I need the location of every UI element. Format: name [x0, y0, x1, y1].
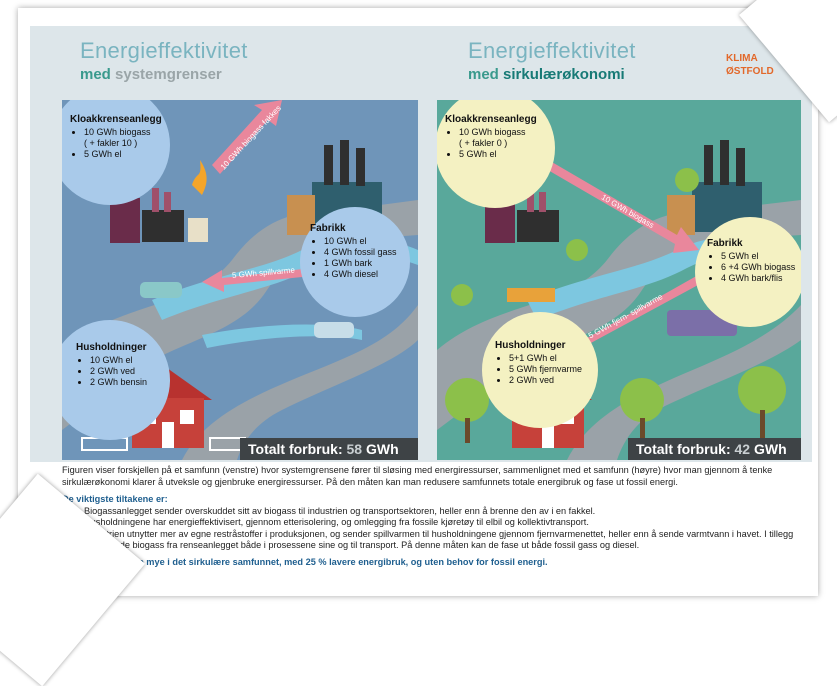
bubble-title: Fabrikk	[310, 223, 346, 234]
bubble-text: Husholdninger 5+1 GWh el5 GWh fjernvarme2…	[495, 340, 582, 386]
list-item: 4 GWh fossil gass	[324, 247, 397, 258]
bubble-text: Fabrikk 5 GWh el6 +4 GWh biogass4 GWh bar…	[707, 238, 795, 284]
subtitle-part: systemgrenser	[115, 66, 222, 83]
total-value: 42	[734, 441, 751, 457]
bubble-title: Kloakkrenseanlegg	[70, 114, 162, 125]
list-item: 10 GWh el	[324, 236, 397, 247]
total-unit: GWh	[365, 441, 399, 457]
bubble	[437, 100, 555, 208]
list-item: 1 GWh bark	[324, 258, 397, 269]
description: Figuren viser forskjellen på et samfunn …	[62, 465, 810, 568]
left-panel: Kloakkrenseanlegg 10 GWh biogass( + fakle…	[62, 100, 418, 460]
bubble-title: Fabrikk	[707, 238, 743, 249]
bubble	[695, 217, 801, 327]
bubble-title: Kloakkrenseanlegg	[445, 114, 537, 125]
list-item: Industrien utnytter mer av egne restråst…	[84, 529, 810, 552]
bubble	[482, 312, 598, 428]
right-illustration	[437, 100, 801, 460]
bubble-list: 10 GWh biogass( + fakler 10 )5 GWh el	[70, 127, 162, 160]
bubble	[62, 320, 170, 440]
bubble-list: 10 GWh el4 GWh fossil gass1 GWh bark4 GW…	[310, 236, 397, 280]
list-item: Husholdningene har energieffektivisert, …	[84, 517, 810, 529]
right-subtitle: med sirkulærøkonomi	[468, 66, 625, 83]
bubble	[300, 207, 410, 317]
arrow	[541, 158, 699, 253]
list-item: 4 GWh diesel	[324, 269, 397, 280]
total-unit: GWh	[753, 441, 787, 457]
bubble-list: 10 GWh biogass( + fakler 0 )5 GWh el	[445, 127, 537, 160]
left-title: Energieffektivitet	[80, 38, 248, 63]
treatment-plant	[110, 160, 208, 243]
list-item: ( + fakler 10 )	[84, 138, 138, 148]
road	[567, 305, 801, 460]
list-item: 4 GWh bark/flis	[721, 273, 795, 284]
bubble	[62, 100, 170, 205]
list-item: 5 GWh el	[721, 251, 795, 262]
bubble-text: Husholdninger 10 GWh el2 GWh ved2 GWh ben…	[76, 342, 147, 388]
bubble-list: 5 GWh el6 +4 GWh biogass4 GWh bark/flis	[707, 251, 795, 284]
subtitle-part: med	[468, 66, 499, 83]
list-item: Biogassanlegget sender overskuddet sitt …	[84, 506, 810, 518]
bubble-text: Fabrikk 10 GWh el4 GWh fossil gass1 GWh b…	[310, 223, 397, 280]
bubble-text: Kloakkrenseanlegg 10 GWh biogass( + fakle…	[70, 114, 162, 160]
subtitle-part: med	[80, 66, 111, 83]
road	[62, 200, 418, 430]
total-label: Totalt forbruk:	[248, 441, 343, 457]
total-value: 58	[346, 441, 363, 457]
list-item: ( + fakler 0 )	[459, 138, 508, 148]
subtitle-part: sirkulærøkonomi	[503, 66, 625, 83]
list-item: 2 GWh ved	[90, 366, 147, 377]
car	[140, 282, 182, 298]
bubble-title: Husholdninger	[76, 342, 147, 353]
right-panel: Kloakkrenseanlegg 10 GWh biogass( + fakle…	[437, 100, 801, 460]
measure-list: Biogassanlegget sender overskuddet sitt …	[62, 506, 810, 552]
total-label: Totalt forbruk:	[636, 441, 731, 457]
intro: Figuren viser forskjellen på et samfunn …	[62, 465, 773, 487]
river	[527, 236, 801, 320]
list-item: 5 GWh fjernvarme	[509, 364, 582, 375]
list-item: 6 +4 GWh biogass	[721, 262, 795, 273]
road	[182, 305, 418, 460]
list-item: 2 GWh bensin	[90, 377, 147, 388]
arrow	[202, 268, 312, 292]
right-title: Energieffektivitet	[468, 38, 636, 63]
trees	[445, 168, 786, 443]
logo-text: KLIMA	[726, 53, 758, 64]
arrow	[212, 100, 282, 174]
bubble-text: Kloakkrenseanlegg 10 GWh biogass( + fakle…	[445, 114, 537, 160]
bubble-title: Husholdninger	[495, 340, 566, 351]
left-subtitle: med systemgrenser	[80, 66, 222, 83]
logo-text: ØSTFOLD	[726, 66, 774, 77]
list-item: 5+1 GWh el	[509, 353, 582, 364]
page: { "left": { "title": "Energieffektivitet…	[0, 0, 837, 603]
conclusion: man gjort like mye i det sirkulære samfu…	[84, 556, 548, 567]
list-item: 2 GWh ved	[509, 375, 582, 386]
list-item: 5 GWh el	[84, 149, 162, 160]
total: Totalt forbruk: 42 GWh	[628, 438, 801, 460]
factory	[667, 140, 762, 235]
list-item: 10 GWh biogass	[459, 127, 537, 138]
left-illustration	[62, 100, 418, 460]
list-heading: De viktigste tiltakene er:	[62, 494, 168, 504]
list-item: 5 GWh el	[459, 149, 537, 160]
bubble-list: 5+1 GWh el5 GWh fjernvarme2 GWh ved	[495, 353, 582, 386]
total: Totalt forbruk: 58 GWh	[240, 438, 418, 460]
list-item: 10 GWh biogass	[84, 127, 162, 138]
arrow	[567, 270, 711, 352]
list-item: 10 GWh el	[90, 355, 147, 366]
logo: KLIMA ØSTFOLD	[726, 52, 774, 78]
bubble-list: 10 GWh el2 GWh ved2 GWh bensin	[76, 355, 147, 388]
truck	[507, 288, 555, 302]
car	[314, 322, 354, 338]
